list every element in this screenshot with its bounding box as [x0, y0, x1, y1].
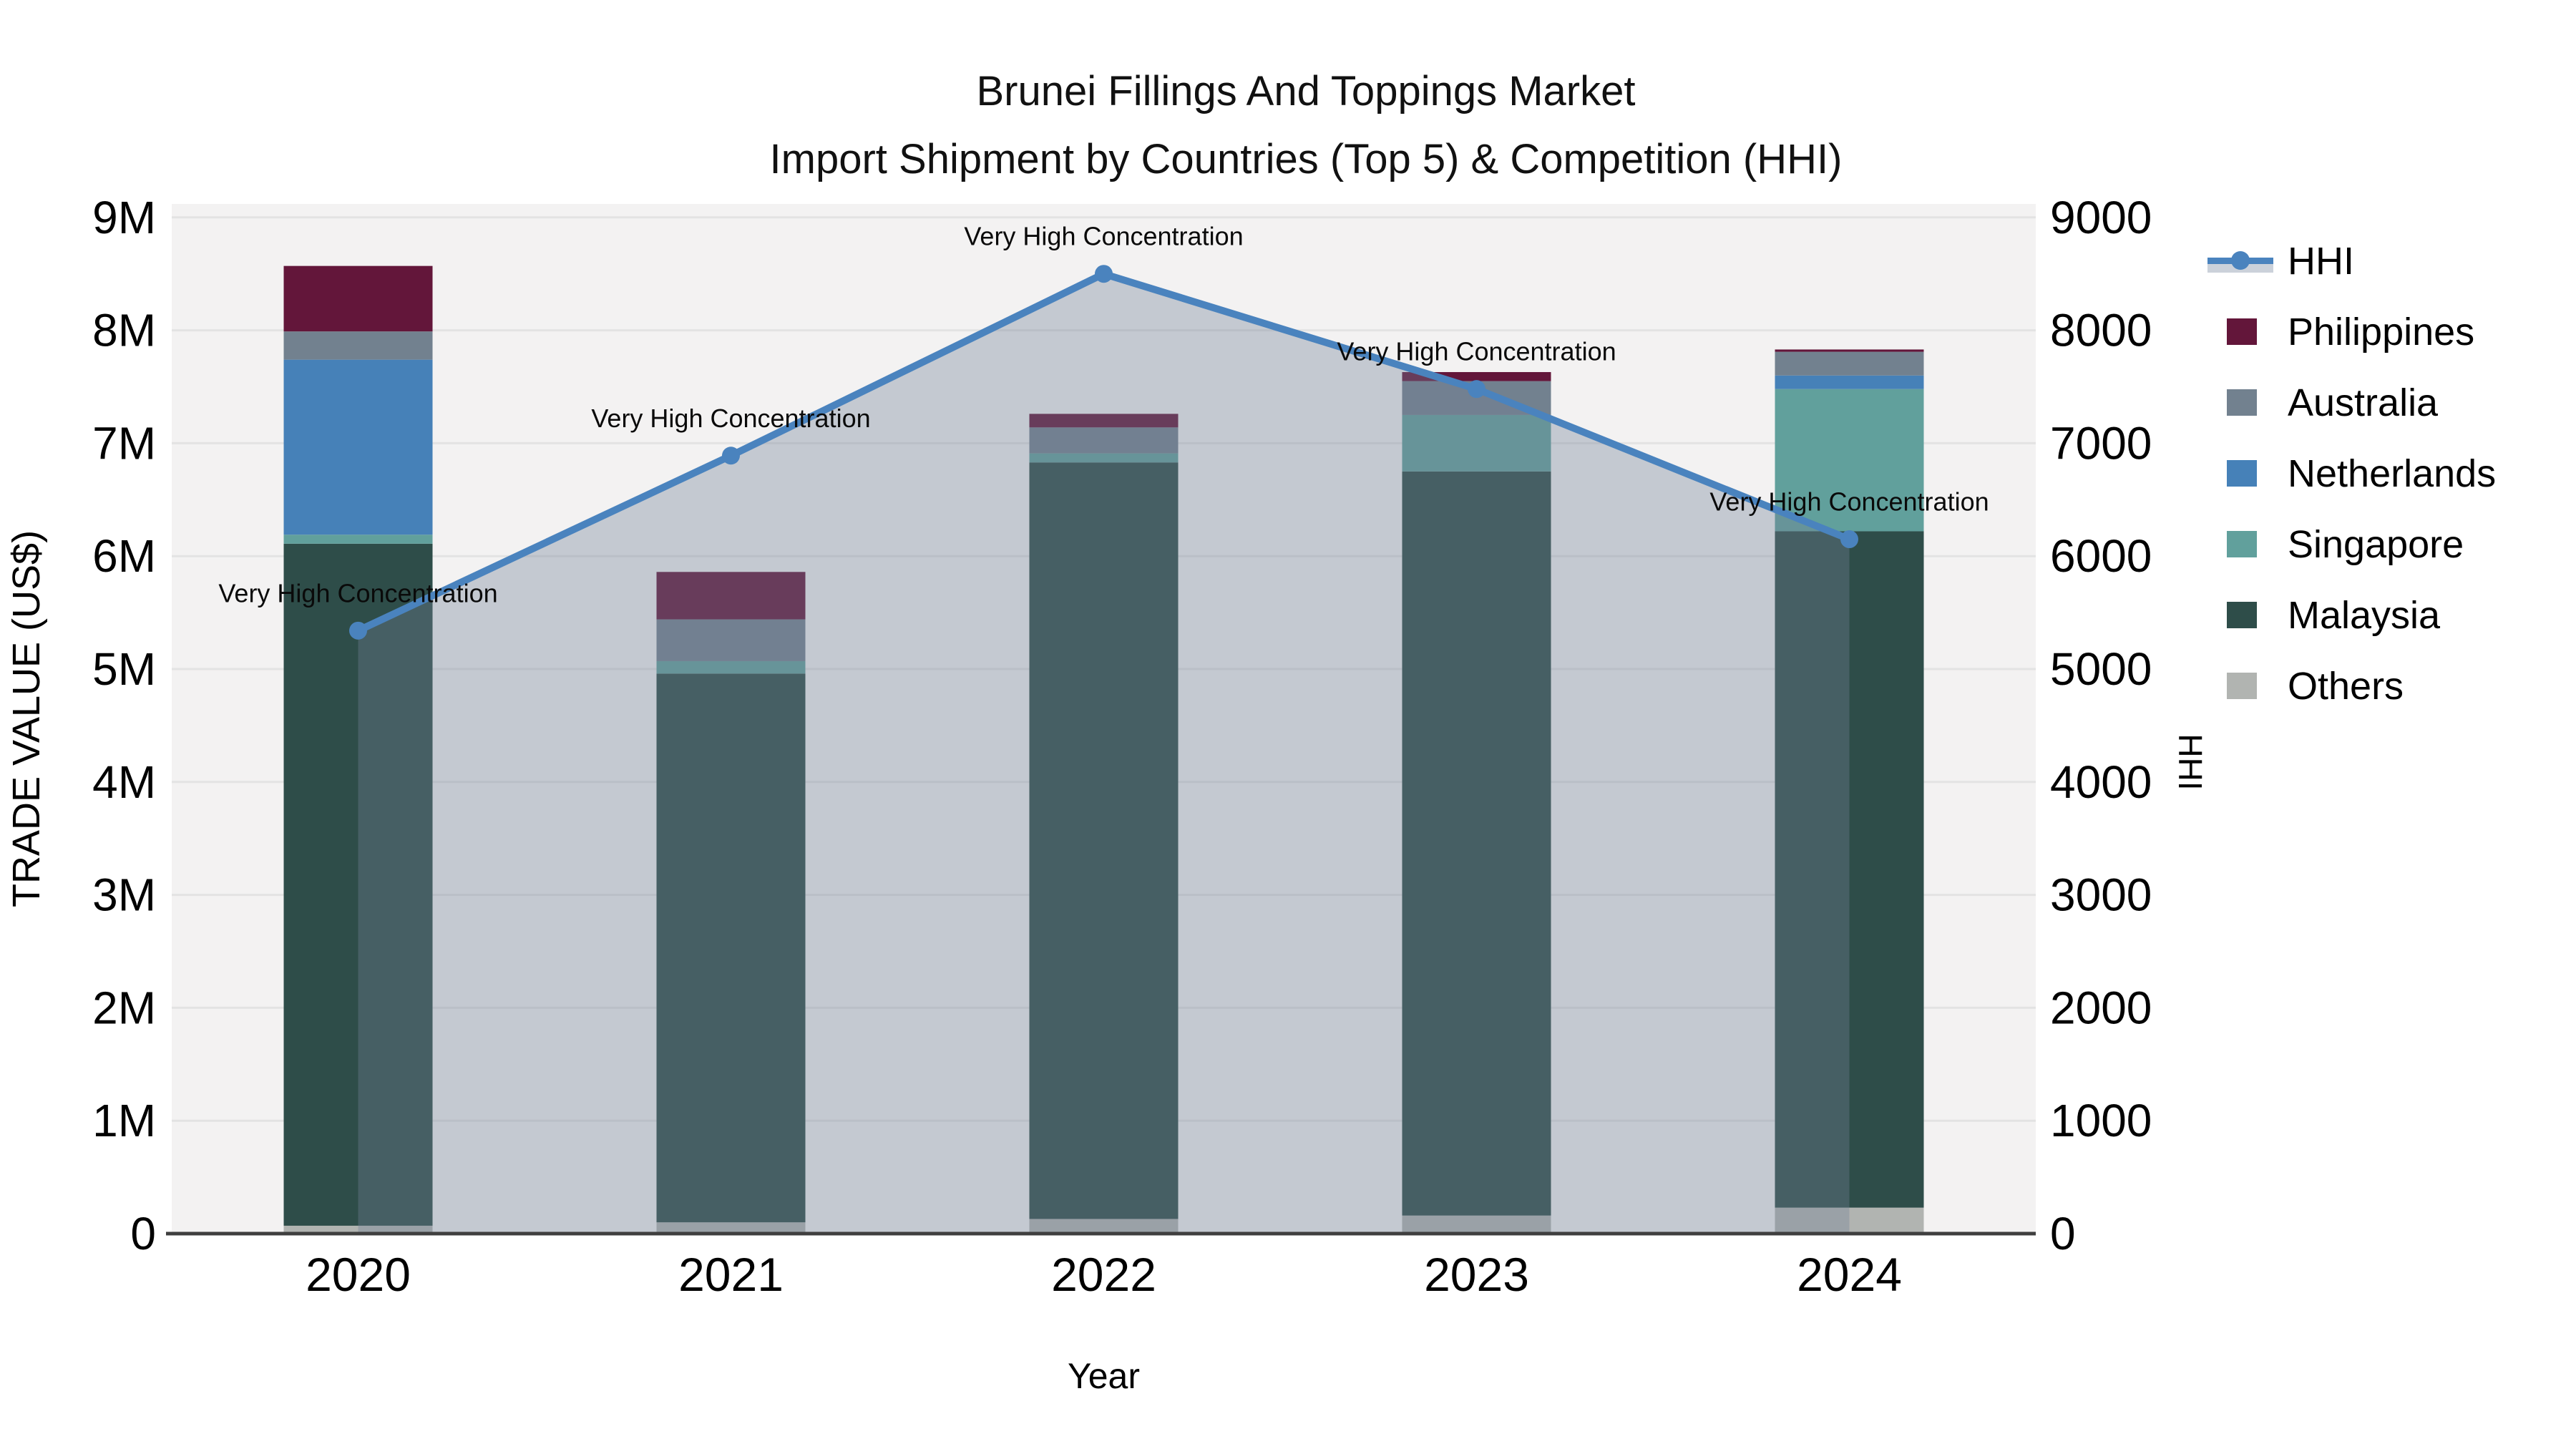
- annotation-2024: Very High Concentration: [1709, 487, 1989, 517]
- left-axis-tick: 0: [130, 1208, 156, 1259]
- bar-segment-others-2024: [1775, 1207, 1924, 1234]
- chart-title-line-1: Brunei Fillings And Toppings Market: [976, 68, 1636, 114]
- legend-item-malaysia[interactable]: Malaysia: [2207, 580, 2496, 650]
- left-axis-tick: 8M: [92, 305, 156, 356]
- hhi-point-2020: [349, 621, 367, 640]
- right-axis-tick: 6000: [2050, 530, 2152, 582]
- bar-segment-philippines-2020: [283, 265, 433, 332]
- annotation-2021: Very High Concentration: [591, 404, 870, 433]
- philippines-swatch-icon: [2207, 318, 2273, 345]
- singapore-swatch-icon: [2207, 531, 2273, 557]
- left-axis-tick: 1M: [92, 1095, 156, 1146]
- left-axis-tick: 6M: [92, 530, 156, 582]
- bar-segment-singapore-2020: [283, 535, 433, 544]
- bar-segment-malaysia-2022: [1029, 462, 1179, 1219]
- bar-segment-philippines-2024: [1775, 349, 1924, 352]
- chart-title: Brunei Fillings And Toppings Market Impo…: [0, 57, 2576, 193]
- x-axis-tick-2022: 2022: [1051, 1248, 1156, 1301]
- x-axis-title: Year: [1068, 1356, 1140, 1396]
- right-axis-tick: 4000: [2050, 756, 2152, 808]
- x-axis-tick-2020: 2020: [306, 1248, 411, 1301]
- bar-segment-malaysia-2021: [656, 673, 806, 1223]
- chart-title-line-2: Import Shipment by Countries (Top 5) & C…: [769, 136, 1843, 182]
- bar-segment-malaysia-2023: [1402, 471, 1551, 1216]
- bar-segment-australia-2021: [656, 619, 806, 661]
- legend-item-philippines[interactable]: Philippines: [2207, 296, 2496, 367]
- legend-label: Others: [2288, 664, 2404, 708]
- chart-legend: HHI Philippines Australia Netherlands Si…: [2207, 225, 2496, 721]
- x-axis-tick-2024: 2024: [1797, 1248, 1902, 1301]
- netherlands-swatch-icon: [2207, 460, 2273, 487]
- bar-segment-netherlands-2024: [1775, 375, 1924, 389]
- legend-label: Malaysia: [2288, 593, 2441, 637]
- annotation-2023: Very High Concentration: [1337, 337, 1616, 366]
- bar-segment-australia-2022: [1029, 427, 1179, 454]
- legend-label: Netherlands: [2288, 452, 2497, 495]
- bar-segment-australia-2024: [1775, 351, 1924, 376]
- right-axis-tick: 1000: [2050, 1095, 2152, 1146]
- hhi-point-2024: [1840, 530, 1858, 549]
- annotation-2020: Very High Concentration: [218, 578, 497, 608]
- right-axis-tick: 7000: [2050, 417, 2152, 469]
- bar-segment-malaysia-2024: [1775, 531, 1924, 1208]
- right-axis-tick: 3000: [2050, 869, 2152, 921]
- bar-segment-philippines-2022: [1029, 414, 1179, 428]
- bar-segment-australia-2020: [283, 331, 433, 360]
- bar-segment-singapore-2021: [656, 660, 806, 674]
- legend-label: HHI: [2288, 239, 2354, 283]
- legend-item-netherlands[interactable]: Netherlands: [2207, 438, 2496, 509]
- others-swatch-icon: [2207, 673, 2273, 699]
- left-axis-tick: 3M: [92, 869, 156, 921]
- hhi-point-2022: [1095, 265, 1113, 283]
- left-axis-tick: 9M: [92, 192, 156, 243]
- bar-segment-malaysia-2020: [283, 543, 433, 1226]
- left-axis-tick: 5M: [92, 643, 156, 695]
- hhi-area-fill: [358, 273, 1850, 1234]
- right-axis-tick: 8000: [2050, 305, 2152, 356]
- right-axis-tick: 2000: [2050, 982, 2152, 1033]
- bar-segment-singapore-2023: [1402, 414, 1551, 472]
- australia-swatch-icon: [2207, 389, 2273, 416]
- annotation-2022: Very High Concentration: [964, 222, 1243, 251]
- legend-item-hhi[interactable]: HHI: [2207, 225, 2496, 296]
- right-axis-tick: 5000: [2050, 643, 2152, 695]
- right-axis-tick: 9000: [2050, 192, 2152, 243]
- bar-segment-singapore-2022: [1029, 453, 1179, 463]
- hhi-point-2021: [722, 447, 740, 465]
- x-axis-tick-2021: 2021: [678, 1248, 784, 1301]
- bar-segment-others-2021: [656, 1222, 806, 1234]
- malaysia-swatch-icon: [2207, 602, 2273, 628]
- hhi-point-2023: [1468, 380, 1485, 399]
- legend-label: Philippines: [2288, 310, 2475, 353]
- bar-segment-netherlands-2020: [283, 359, 433, 535]
- left-axis-tick: 7M: [92, 417, 156, 469]
- legend-item-others[interactable]: Others: [2207, 650, 2496, 721]
- bar-segment-others-2023: [1402, 1215, 1551, 1234]
- bar-segment-philippines-2021: [656, 572, 806, 620]
- legend-item-singapore[interactable]: Singapore: [2207, 509, 2496, 580]
- bar-segment-others-2022: [1029, 1219, 1179, 1234]
- left-axis-tick: 4M: [92, 756, 156, 808]
- bar-segment-singapore-2024: [1775, 389, 1924, 532]
- legend-label: Australia: [2288, 381, 2439, 424]
- x-axis-tick-2023: 2023: [1424, 1248, 1529, 1301]
- legend-label: Singapore: [2288, 522, 2464, 566]
- left-axis-tick: 2M: [92, 982, 156, 1033]
- legend-item-australia[interactable]: Australia: [2207, 367, 2496, 438]
- bar-segment-others-2020: [283, 1225, 433, 1234]
- hhi-line-swatch-icon: [2207, 244, 2273, 278]
- right-axis-title: HHI: [2172, 733, 2209, 790]
- right-axis-tick: 0: [2050, 1208, 2076, 1259]
- left-axis-title: TRADE VALUE (US$): [5, 530, 48, 907]
